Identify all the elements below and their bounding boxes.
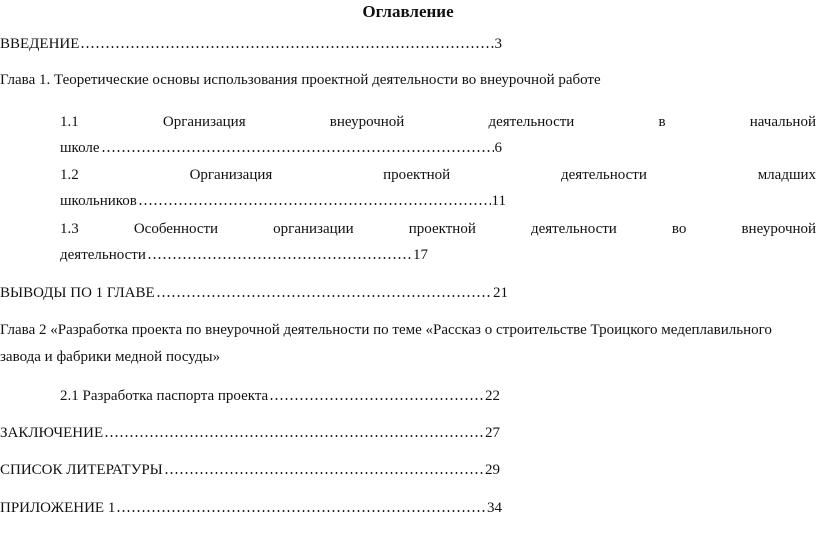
dot-leader: [146, 256, 412, 260]
entry-page: 22: [485, 388, 500, 404]
word: младших: [757, 167, 816, 183]
toc-entry-1-3-line2[interactable]: деятельности 17: [60, 246, 428, 264]
entry-text: ВЫВОДЫ ПО 1 ГЛАВЕ: [0, 285, 155, 301]
entry-page: 21: [493, 285, 508, 301]
word: 1.1: [60, 114, 79, 130]
dot-leader: [155, 294, 492, 298]
toc-entry-chapter-2-line1[interactable]: Глава 2 «Разработка проекта по внеурочно…: [0, 322, 772, 338]
toc-entry-1-1-line2[interactable]: школе 6: [60, 139, 502, 157]
entry-page: 6: [494, 140, 503, 156]
toc-entry-chapter-1-conclusions[interactable]: ВЫВОДЫ ПО 1 ГЛАВЕ 21: [0, 284, 508, 302]
toc-entry-chapter-2-line2[interactable]: завода и фабрики медной посуды»: [0, 349, 221, 365]
entry-text: школе: [60, 140, 100, 156]
entry-page: 34: [487, 500, 502, 516]
word: деятельности: [561, 167, 647, 183]
toc-entry-1-2-line1[interactable]: 1.2 Организация проектной деятельности м…: [60, 166, 816, 184]
entry-text: ПРИЛОЖЕНИЕ 1: [0, 500, 116, 516]
dot-leader: [137, 202, 491, 206]
entry-page: 29: [485, 462, 500, 478]
word: внеурочной: [329, 114, 405, 130]
dot-leader: [269, 397, 484, 401]
dot-leader: [104, 434, 484, 438]
word: в: [658, 114, 666, 130]
entry-page: 17: [413, 247, 428, 263]
toc-title: Оглавление: [362, 2, 454, 21]
word: начальной: [749, 114, 816, 130]
dot-leader: [80, 45, 494, 49]
toc-entry-1-1-line1[interactable]: 1.1 Организация внеурочной деятельности …: [60, 113, 816, 131]
toc-entry-appendix-1[interactable]: ПРИЛОЖЕНИЕ 1 34: [0, 499, 502, 517]
entry-page: 11: [491, 193, 506, 209]
entry-text: ЗАКЛЮЧЕНИЕ: [0, 425, 104, 441]
toc-entry-2-1[interactable]: 2.1 Разработка паспорта проекта 22: [60, 387, 500, 405]
dot-leader: [163, 471, 484, 475]
dot-leader: [116, 509, 486, 513]
entry-page: 3: [494, 36, 503, 52]
entry-page: 27: [485, 425, 500, 441]
toc-entry-1-2-line2[interactable]: школьников 11: [60, 192, 506, 210]
word: 1.3: [60, 221, 79, 237]
word: Организация: [189, 167, 273, 183]
entry-text: СПИСОК ЛИТЕРАТУРЫ: [0, 462, 163, 478]
word: 1.2: [60, 167, 79, 183]
word: деятельности: [488, 114, 575, 130]
word: организации: [273, 221, 354, 237]
toc-entry-conclusion[interactable]: ЗАКЛЮЧЕНИЕ 27: [0, 424, 500, 442]
word: проектной: [408, 221, 476, 237]
entry-text: деятельности: [60, 247, 146, 263]
entry-text: школьников: [60, 193, 137, 209]
toc-entry-chapter-1[interactable]: Глава 1. Теоретические основы использова…: [0, 72, 601, 88]
toc-entry-references[interactable]: СПИСОК ЛИТЕРАТУРЫ 29: [0, 461, 500, 479]
entry-text: ВВЕДЕНИЕ: [0, 36, 80, 52]
word: Особенности: [133, 221, 219, 237]
word: Организация: [162, 114, 246, 130]
toc-entry-1-3-line1[interactable]: 1.3 Особенности организации проектной де…: [60, 220, 816, 238]
toc-entry-intro[interactable]: ВВЕДЕНИЕ 3: [0, 35, 502, 53]
word: проектной: [383, 167, 451, 183]
dot-leader: [100, 149, 494, 153]
word: внеурочной: [741, 221, 816, 237]
entry-text: 2.1 Разработка паспорта проекта: [60, 388, 269, 404]
word: деятельности: [530, 221, 617, 237]
word: во: [671, 221, 687, 237]
